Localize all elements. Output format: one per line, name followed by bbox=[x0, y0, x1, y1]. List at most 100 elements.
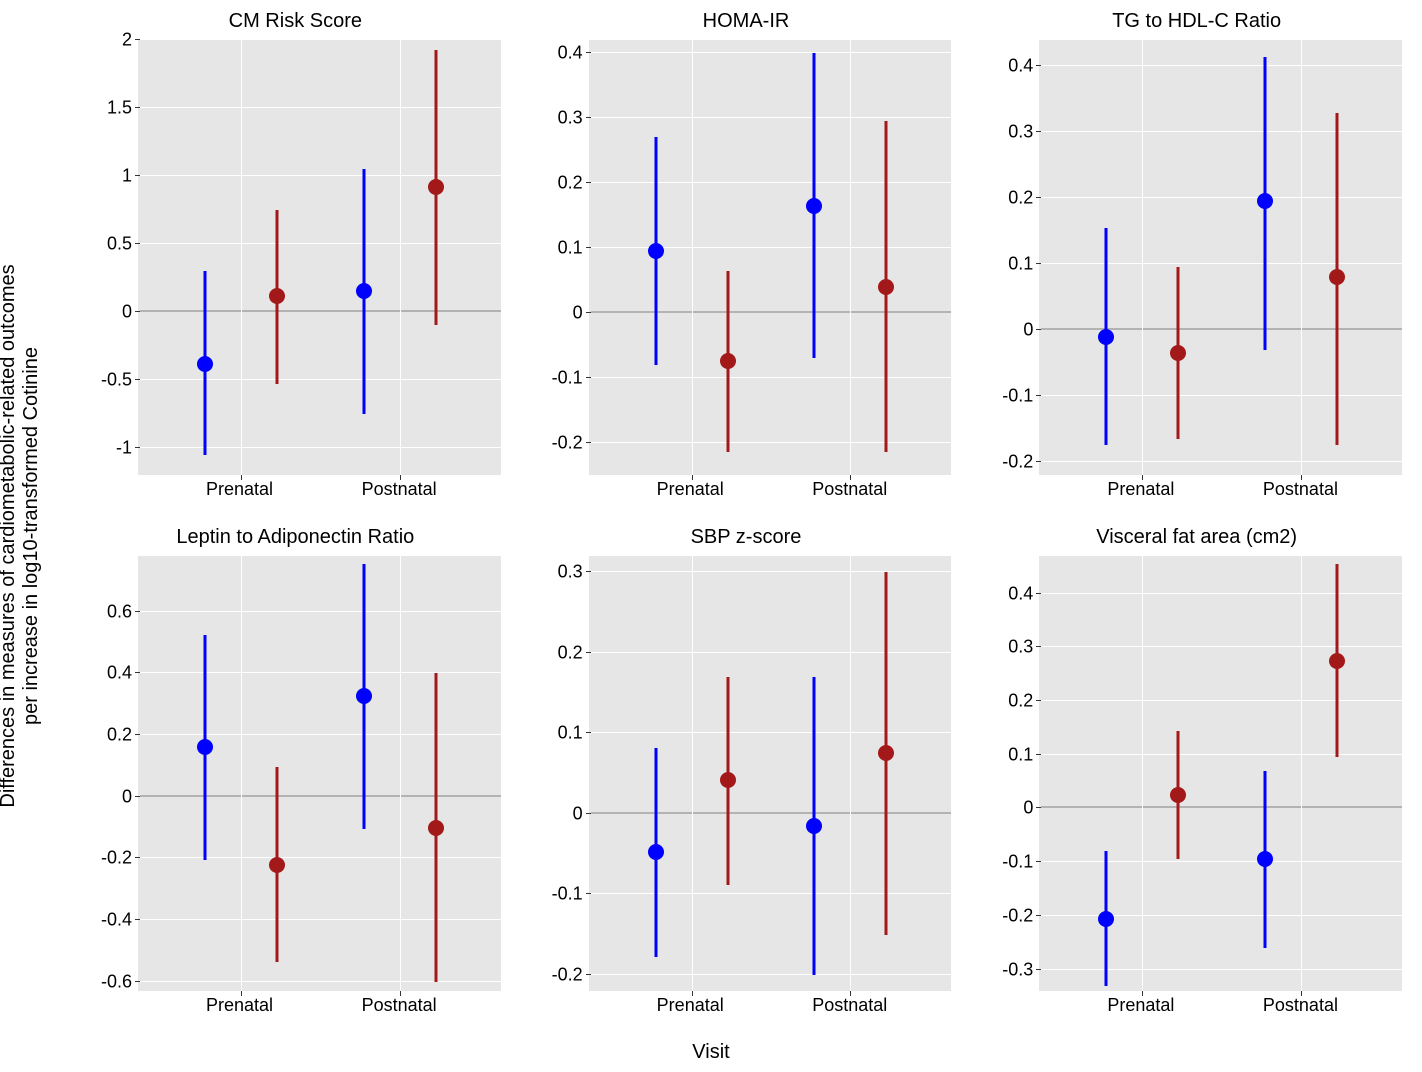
gridline-vertical bbox=[692, 556, 693, 991]
plot-row: -0.2-0.100.10.20.30.4 bbox=[991, 40, 1402, 475]
tick-mark-y bbox=[586, 732, 591, 733]
data-point bbox=[197, 356, 213, 372]
gridline-vertical bbox=[241, 40, 242, 475]
gridline-horizontal bbox=[140, 175, 501, 176]
tick-mark-y bbox=[586, 442, 591, 443]
tick-mark-y bbox=[586, 652, 591, 653]
gridline-horizontal bbox=[591, 652, 952, 653]
data-point bbox=[878, 279, 894, 295]
y-tick-label: 0.4 bbox=[1008, 583, 1033, 604]
zero-line bbox=[1041, 328, 1402, 330]
gridline-horizontal bbox=[591, 182, 952, 183]
data-point bbox=[1170, 787, 1186, 803]
panel: HOMA-IR-0.2-0.100.10.20.30.4PrenatalPost… bbox=[541, 10, 952, 501]
tick-mark-y bbox=[135, 39, 140, 40]
panel-grid: CM Risk Score-1-0.500.511.52PrenatalPost… bbox=[90, 10, 1402, 1017]
y-tick-label: 0.3 bbox=[558, 562, 583, 583]
data-point bbox=[428, 820, 444, 836]
tick-mark-y bbox=[1036, 593, 1041, 594]
y-axis-label-line2: per increase in log10-transformed Cotini… bbox=[20, 347, 42, 725]
gridline-horizontal bbox=[140, 107, 501, 108]
x-tick-label: Prenatal bbox=[657, 995, 724, 1016]
x-ticks: PrenatalPostnatal bbox=[1039, 475, 1402, 501]
plot-area bbox=[1039, 556, 1402, 991]
tick-mark-y bbox=[135, 611, 140, 612]
gridline-horizontal bbox=[591, 974, 952, 975]
data-point bbox=[1329, 653, 1345, 669]
tick-mark-y bbox=[1036, 754, 1041, 755]
y-tick-label: -0.1 bbox=[552, 884, 583, 905]
gridline-vertical bbox=[400, 556, 401, 991]
tick-mark-y bbox=[135, 107, 140, 108]
y-tick-label: 0.2 bbox=[1008, 188, 1033, 209]
tick-mark-y bbox=[586, 377, 591, 378]
y-tick-label: 0.4 bbox=[107, 663, 132, 684]
panel: SBP z-score-0.2-0.100.10.20.3PrenatalPos… bbox=[541, 526, 952, 1017]
data-point bbox=[720, 772, 736, 788]
tick-mark-y bbox=[135, 243, 140, 244]
panel: CM Risk Score-1-0.500.511.52PrenatalPost… bbox=[90, 10, 501, 501]
x-tick-label: Postnatal bbox=[1263, 995, 1338, 1016]
gridline-vertical bbox=[1142, 556, 1143, 991]
y-tick-label: -0.2 bbox=[552, 964, 583, 985]
y-tick-label: 0 bbox=[122, 786, 132, 807]
gridline-horizontal bbox=[140, 672, 501, 673]
plot-row: -0.6-0.4-0.200.20.40.6 bbox=[90, 556, 501, 991]
y-tick-label: 0.6 bbox=[107, 601, 132, 622]
gridline-horizontal bbox=[1041, 65, 1402, 66]
gridline-horizontal bbox=[140, 243, 501, 244]
tick-mark-y bbox=[586, 117, 591, 118]
gridline-horizontal bbox=[1041, 461, 1402, 462]
gridline-horizontal bbox=[1041, 969, 1402, 970]
tick-mark-y bbox=[586, 182, 591, 183]
panel-title: HOMA-IR bbox=[541, 10, 952, 34]
plot-row: -1-0.500.511.52 bbox=[90, 40, 501, 475]
plot-area bbox=[589, 556, 952, 991]
y-tick-label: 0.2 bbox=[1008, 691, 1033, 712]
gridline-horizontal bbox=[591, 893, 952, 894]
tick-mark-y bbox=[1036, 461, 1041, 462]
tick-mark-y bbox=[135, 981, 140, 982]
panel-title: Visceral fat area (cm2) bbox=[991, 526, 1402, 550]
y-tick-label: 0 bbox=[573, 302, 583, 323]
tick-mark-y bbox=[135, 447, 140, 448]
gridline-horizontal bbox=[1041, 593, 1402, 594]
y-tick-label: -0.3 bbox=[1002, 959, 1033, 980]
gridline-horizontal bbox=[1041, 915, 1402, 916]
x-tick-label: Postnatal bbox=[1263, 479, 1338, 500]
plot-row: -0.2-0.100.10.20.3 bbox=[541, 556, 952, 991]
panel-title: TG to HDL-C Ratio bbox=[991, 10, 1402, 34]
tick-mark-y bbox=[586, 974, 591, 975]
data-point bbox=[878, 745, 894, 761]
gridline-horizontal bbox=[140, 611, 501, 612]
y-tick-label: -0.6 bbox=[101, 971, 132, 992]
y-tick-label: -0.2 bbox=[1002, 905, 1033, 926]
gridline-horizontal bbox=[1041, 197, 1402, 198]
y-tick-label: -0.5 bbox=[101, 369, 132, 390]
zero-line bbox=[591, 311, 952, 313]
y-tick-label: 0 bbox=[1023, 320, 1033, 341]
plot-area bbox=[138, 40, 501, 475]
data-point bbox=[356, 688, 372, 704]
gridline-horizontal bbox=[1041, 263, 1402, 264]
y-ticks: -0.2-0.100.10.20.30.4 bbox=[991, 40, 1039, 475]
x-tick-label: Postnatal bbox=[812, 479, 887, 500]
data-point bbox=[197, 739, 213, 755]
gridline-horizontal bbox=[591, 442, 952, 443]
data-point bbox=[1170, 345, 1186, 361]
y-tick-label: 0.2 bbox=[558, 172, 583, 193]
y-tick-label: -0.2 bbox=[1002, 451, 1033, 472]
y-ticks: -0.3-0.2-0.100.10.20.30.4 bbox=[991, 556, 1039, 991]
y-tick-label: 0.4 bbox=[558, 43, 583, 64]
y-tick-label: -0.2 bbox=[552, 432, 583, 453]
data-point bbox=[269, 288, 285, 304]
tick-mark-y bbox=[135, 379, 140, 380]
gridline-vertical bbox=[1301, 40, 1302, 475]
data-point bbox=[269, 857, 285, 873]
tick-mark-y bbox=[1036, 131, 1041, 132]
y-tick-label: 0.3 bbox=[1008, 122, 1033, 143]
y-tick-label: -0.1 bbox=[552, 367, 583, 388]
data-point bbox=[806, 198, 822, 214]
gridline-vertical bbox=[400, 40, 401, 475]
y-tick-label: 0.3 bbox=[1008, 637, 1033, 658]
